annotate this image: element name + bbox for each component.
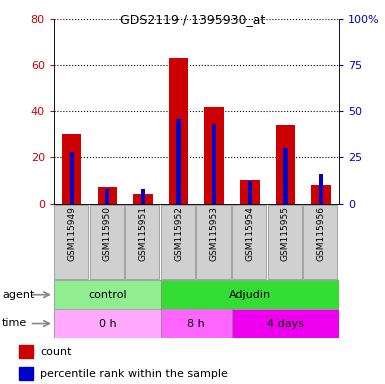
Bar (276, 125, 295, 204)
Text: agent: agent (2, 290, 34, 300)
Bar (62, 134, 82, 204)
Text: percentile rank within the sample: percentile rank within the sample (40, 369, 228, 379)
Bar (54, 280, 161, 309)
Bar (141, 189, 145, 204)
Bar (311, 185, 331, 204)
Text: GSM115951: GSM115951 (139, 206, 147, 261)
Bar (161, 280, 339, 309)
Bar (303, 205, 337, 279)
Bar (283, 148, 288, 204)
Text: GSM115952: GSM115952 (174, 206, 183, 261)
Bar (176, 119, 181, 204)
Bar (54, 309, 161, 338)
Text: GSM115954: GSM115954 (245, 206, 254, 261)
Bar (125, 205, 159, 279)
Bar (204, 107, 224, 204)
Bar (232, 309, 339, 338)
Text: time: time (2, 318, 27, 328)
Text: 4 days: 4 days (267, 318, 304, 329)
Bar (161, 309, 232, 338)
Bar (70, 152, 74, 204)
Bar (19, 367, 33, 381)
Text: count: count (40, 347, 72, 357)
Bar (268, 205, 302, 279)
Bar (232, 205, 266, 279)
Text: GSM115949: GSM115949 (67, 206, 76, 261)
Bar (161, 205, 195, 279)
Text: GSM115950: GSM115950 (103, 206, 112, 261)
Text: GSM115953: GSM115953 (210, 206, 219, 261)
Bar (169, 58, 188, 204)
Text: Adjudin: Adjudin (229, 290, 271, 300)
Bar (19, 345, 33, 358)
Bar (240, 180, 259, 204)
Bar (248, 181, 252, 204)
Text: GDS2119 / 1395930_at: GDS2119 / 1395930_at (120, 13, 265, 26)
Bar (133, 194, 153, 204)
Bar (90, 205, 124, 279)
Text: 0 h: 0 h (99, 318, 116, 329)
Text: GSM115955: GSM115955 (281, 206, 290, 261)
Bar (319, 174, 323, 204)
Bar (212, 124, 216, 204)
Bar (196, 205, 231, 279)
Text: control: control (88, 290, 127, 300)
Text: GSM115956: GSM115956 (316, 206, 325, 261)
Bar (105, 189, 109, 204)
Bar (97, 187, 117, 204)
Text: 8 h: 8 h (187, 318, 205, 329)
Bar (54, 205, 88, 279)
